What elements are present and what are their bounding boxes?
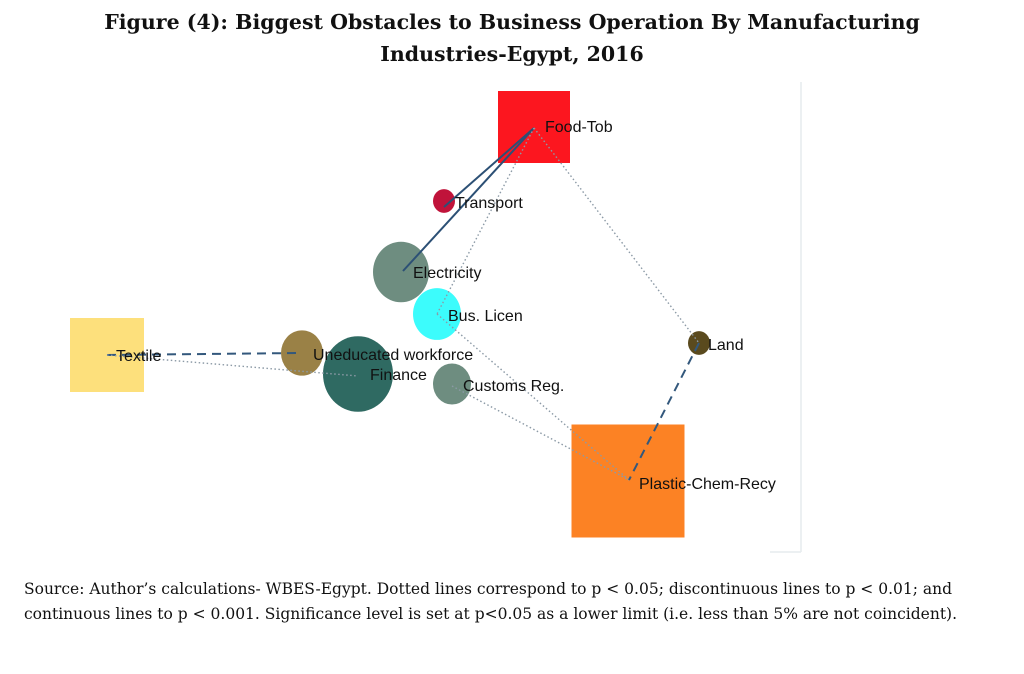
node-label-uneducated: Uneducated workforce — [313, 347, 473, 364]
figure-title: Figure (4): Biggest Obstacles to Busines… — [0, 6, 1024, 70]
title-line-1: Figure (4): Biggest Obstacles to Busines… — [104, 10, 920, 34]
edge-customs-plastic — [451, 385, 630, 481]
edge-land-plastic — [628, 342, 700, 481]
node-customs — [433, 363, 471, 405]
node-label-electricity: Electricity — [413, 265, 481, 282]
node-label-customs: Customs Reg. — [463, 378, 564, 395]
node-label-land: Land — [708, 337, 744, 354]
node-finance — [323, 336, 393, 412]
node-label-finance: Finance — [370, 367, 427, 384]
edge-food-electricity — [402, 127, 535, 272]
node-label-food: Food-Tob — [545, 119, 613, 136]
node-label-plastic: Plastic-Chem-Recy — [639, 476, 776, 493]
edge-food-land — [533, 127, 700, 344]
edge-food-transport — [443, 127, 535, 208]
node-label-textile: Textile — [116, 348, 161, 365]
node-plastic — [571, 424, 685, 538]
edge-food-buslicen — [436, 127, 535, 315]
node-uneducated — [281, 330, 323, 376]
node-transport — [433, 189, 455, 213]
figure-caption: Source: Author’s calculations- WBES-Egyp… — [24, 580, 958, 623]
edge-textile-uneducated — [106, 352, 301, 356]
node-food — [498, 91, 570, 163]
node-label-buslicen: Bus. Licen — [448, 308, 523, 325]
network-diagram: Food-Tob Transport Electricity Bus. Licen Te… — [70, 82, 802, 553]
title-line-2: Industries-Egypt, 2016 — [380, 42, 644, 66]
node-label-transport: Transport — [455, 195, 523, 212]
